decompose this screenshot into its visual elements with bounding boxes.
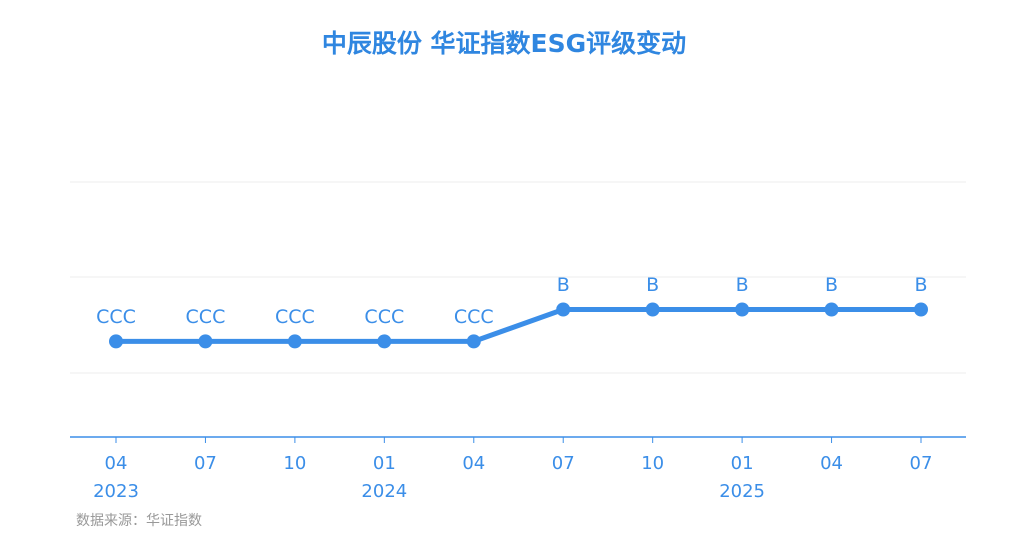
x-tick-label: 01 [731, 453, 754, 474]
data-label: B [646, 274, 659, 296]
x-tick-label: 07 [194, 453, 217, 474]
data-label: CCC [186, 306, 226, 328]
point [556, 302, 571, 317]
point [287, 334, 302, 349]
year-label: 2025 [719, 481, 765, 502]
year-label: 2023 [93, 481, 139, 502]
x-tick-label: 04 [105, 453, 128, 474]
data-label: CCC [96, 306, 136, 328]
x-tick-label: 10 [641, 453, 664, 474]
line [116, 307, 921, 344]
point [645, 302, 660, 317]
chart-title: 中辰股份 华证指数ESG评级变动 [322, 29, 686, 58]
x-tick-label: 04 [462, 453, 485, 474]
data-label: B [736, 274, 749, 296]
point [377, 334, 392, 349]
data-label: B [914, 274, 927, 296]
point [824, 302, 839, 317]
data-label: B [557, 274, 570, 296]
x-tick-label: 04 [820, 453, 843, 474]
year-label: 2024 [361, 481, 407, 502]
data-label: CCC [275, 306, 315, 328]
point [466, 334, 481, 349]
source-note: 数据来源：华证指数 [76, 513, 202, 529]
x-tick-label: 07 [910, 453, 933, 474]
point [109, 334, 123, 349]
x-tick-label: 01 [373, 453, 396, 474]
data-label: B [825, 274, 838, 296]
point [735, 302, 750, 317]
point [914, 302, 928, 317]
data-label: CCC [454, 306, 494, 328]
data-label: CCC [364, 306, 404, 328]
x-tick-label: 10 [283, 453, 306, 474]
point [198, 334, 213, 349]
x-tick-label: 07 [552, 453, 575, 474]
